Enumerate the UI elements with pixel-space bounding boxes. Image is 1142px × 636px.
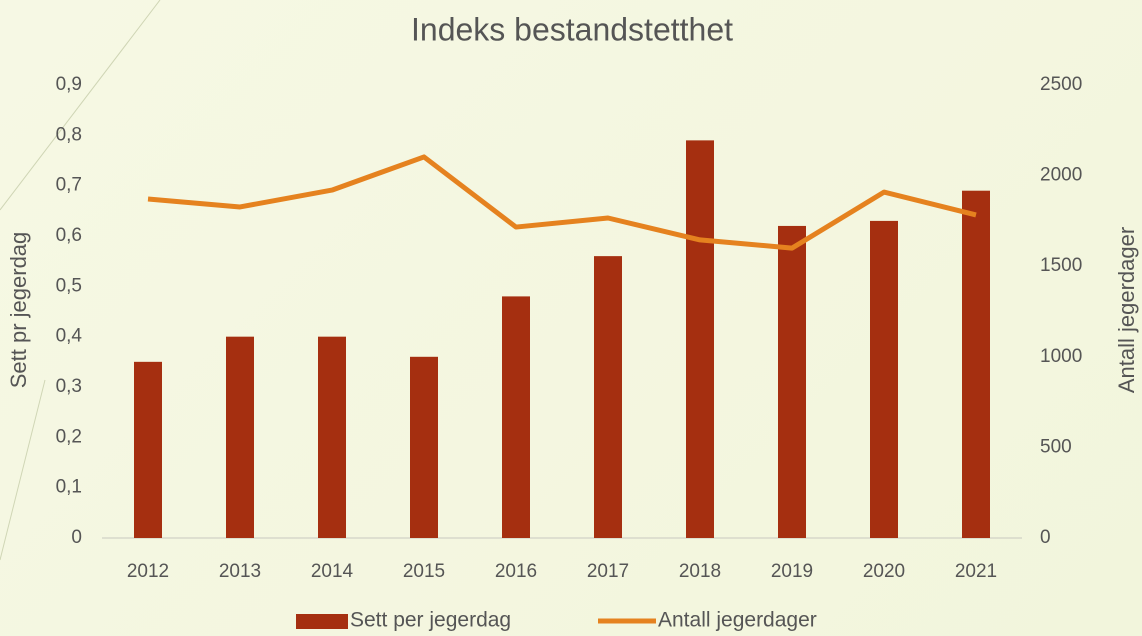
bar [778, 225, 806, 538]
x-tick-label: 2018 [679, 561, 721, 582]
y2-tick-label: 2500 [1040, 74, 1082, 95]
bar [962, 190, 990, 538]
y2-tick-label: 1000 [1040, 346, 1082, 367]
x-tick-label: 2017 [587, 561, 629, 582]
x-tick-label: 2012 [127, 561, 169, 582]
x-tick-label: 2015 [403, 561, 445, 582]
x-tick-label: 2013 [219, 561, 261, 582]
y-tick-label: 0,6 [56, 225, 82, 246]
y-tick-label: 0 [71, 527, 82, 548]
chart-title: Indeks bestandstetthet [411, 11, 733, 47]
bar [410, 356, 438, 538]
y2-tick-label: 2000 [1040, 165, 1082, 186]
x-tick-label: 2019 [771, 561, 813, 582]
bar [870, 220, 898, 538]
bar [226, 336, 254, 538]
bar [502, 296, 530, 538]
legend-label: Antall jegerdager [658, 609, 817, 632]
decor-line [0, 379, 46, 561]
decor-line [0, 0, 161, 211]
bar [134, 361, 162, 538]
x-tick-label: 2016 [495, 561, 537, 582]
y-tick-label: 0,1 [56, 477, 82, 498]
x-tick-label: 2020 [863, 561, 905, 582]
line [147, 154, 977, 251]
x-tick-label: 2014 [311, 561, 354, 582]
bar [594, 256, 622, 538]
y-tick-label: 0,7 [56, 175, 82, 196]
bar [686, 140, 714, 538]
y2-axis-label: Antall jegerdager [1114, 227, 1139, 393]
legend-label: Sett per jegerdag [350, 609, 511, 632]
y2-tick-label: 500 [1040, 436, 1072, 457]
y-tick-label: 0,3 [56, 376, 82, 397]
legend-swatch [296, 614, 348, 629]
y-tick-label: 0,8 [56, 124, 82, 145]
x-tick-label: 2021 [955, 561, 997, 582]
y-axis-label: Sett pr jegerdag [6, 232, 31, 389]
y2-tick-label: 1500 [1040, 255, 1082, 276]
y-tick-label: 0,9 [56, 74, 82, 95]
y2-tick-label: 0 [1040, 527, 1051, 548]
bar [318, 336, 346, 538]
y-tick-label: 0,2 [56, 426, 82, 447]
y-tick-label: 0,5 [56, 275, 82, 296]
y-tick-label: 0,4 [56, 326, 83, 347]
